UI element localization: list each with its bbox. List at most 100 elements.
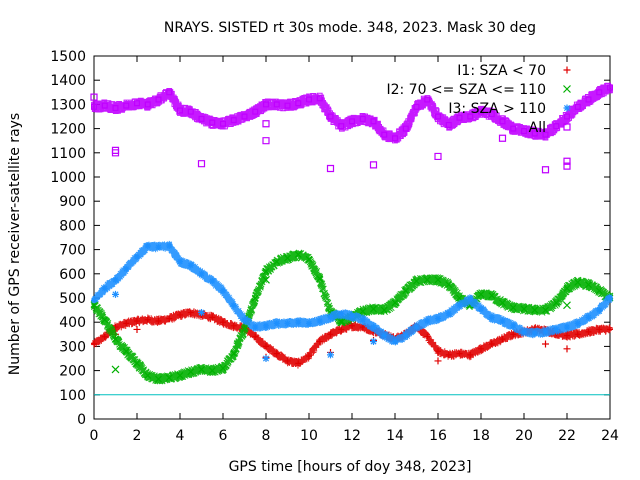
data-point xyxy=(133,359,141,367)
data-point xyxy=(166,89,173,96)
data-point xyxy=(521,128,527,135)
data-point xyxy=(112,335,119,343)
data-point xyxy=(359,324,366,331)
data-point xyxy=(380,306,388,314)
outlier-point xyxy=(111,365,120,374)
data-point xyxy=(359,316,366,323)
data-point xyxy=(564,332,570,339)
chart-title: NRAYS. SISTED rt 30s mode. 348, 2023. Ma… xyxy=(164,20,536,36)
data-point xyxy=(488,111,495,118)
data-point xyxy=(402,125,409,132)
data-point xyxy=(467,351,474,358)
data-point xyxy=(478,345,484,352)
data-point xyxy=(155,375,162,383)
outlier-point xyxy=(541,166,550,174)
outlier-point xyxy=(262,355,270,362)
data-point xyxy=(252,333,259,340)
data-point xyxy=(273,320,280,327)
data-point xyxy=(187,262,194,269)
data-point xyxy=(553,123,560,130)
data-point xyxy=(144,372,152,379)
outlier-point xyxy=(563,157,571,165)
data-point xyxy=(456,114,463,121)
data-point xyxy=(230,322,237,329)
data-point xyxy=(284,254,291,262)
outlier-point xyxy=(563,345,571,353)
data-point xyxy=(209,278,216,285)
legend-marker xyxy=(563,104,571,112)
data-point xyxy=(295,100,302,107)
y-tick-label: 1500 xyxy=(50,49,86,65)
data-point xyxy=(381,131,388,138)
series-3 xyxy=(91,240,613,362)
data-point xyxy=(134,253,140,260)
outlier-point xyxy=(370,338,377,346)
y-tick-label: 1400 xyxy=(50,73,86,89)
data-point xyxy=(553,326,560,333)
data-point xyxy=(166,315,173,322)
data-point xyxy=(478,108,484,115)
data-point xyxy=(144,101,151,108)
x-tick-label: 16 xyxy=(429,428,447,444)
data-point xyxy=(456,302,463,309)
data-point xyxy=(574,103,581,110)
x-axis-label: GPS time [hours of doy 348, 2023] xyxy=(229,459,472,475)
outlier-point xyxy=(111,146,120,154)
y-tick-label: 400 xyxy=(59,315,86,331)
data-point xyxy=(424,317,431,324)
data-point xyxy=(284,357,291,364)
data-point xyxy=(574,320,581,327)
data-point xyxy=(177,311,183,318)
data-point xyxy=(90,301,98,309)
data-point xyxy=(607,84,613,91)
data-point xyxy=(316,275,324,283)
data-point xyxy=(112,105,119,112)
outlier-point xyxy=(198,309,205,317)
data-point xyxy=(220,319,226,326)
x-tick-label: 12 xyxy=(343,428,361,444)
data-point xyxy=(445,351,452,358)
data-point xyxy=(187,309,194,316)
y-tick-label: 300 xyxy=(59,339,86,355)
data-point xyxy=(187,368,195,376)
legend-label: All xyxy=(529,120,546,136)
data-point xyxy=(456,350,463,357)
data-point xyxy=(435,348,441,355)
y-tick-label: 700 xyxy=(59,243,86,259)
data-point xyxy=(359,115,366,122)
data-point xyxy=(585,328,592,335)
data-point xyxy=(198,270,205,277)
data-point xyxy=(596,89,603,96)
data-point xyxy=(220,287,226,294)
data-point xyxy=(155,317,162,324)
y-tick-label: 200 xyxy=(59,364,86,380)
data-point xyxy=(252,108,259,115)
data-point xyxy=(564,113,570,120)
data-point xyxy=(445,121,452,128)
data-point xyxy=(585,281,592,289)
data-point xyxy=(209,314,216,321)
legend-label: I1: SZA < 70 xyxy=(457,63,546,79)
data-point xyxy=(595,287,603,295)
x-tick-label: 2 xyxy=(133,428,142,444)
y-tick-label: 800 xyxy=(59,218,86,234)
y-tick-label: 500 xyxy=(59,291,86,307)
outlier-point xyxy=(542,340,549,348)
data-point xyxy=(165,374,173,382)
data-point xyxy=(91,297,97,304)
legend-label: I3: SZA > 110 xyxy=(448,101,546,117)
data-point xyxy=(424,333,431,340)
outlier-point xyxy=(112,290,119,298)
data-point xyxy=(510,322,517,329)
data-point xyxy=(510,125,517,132)
data-point xyxy=(499,336,506,343)
y-tick-label: 1200 xyxy=(50,122,86,138)
outlier-point xyxy=(369,161,378,169)
data-point xyxy=(134,317,140,324)
data-point xyxy=(413,103,420,110)
data-point xyxy=(564,324,570,331)
x-tick-label: 22 xyxy=(558,428,576,444)
data-point xyxy=(499,317,506,324)
data-point xyxy=(316,338,323,345)
data-point xyxy=(349,322,355,329)
